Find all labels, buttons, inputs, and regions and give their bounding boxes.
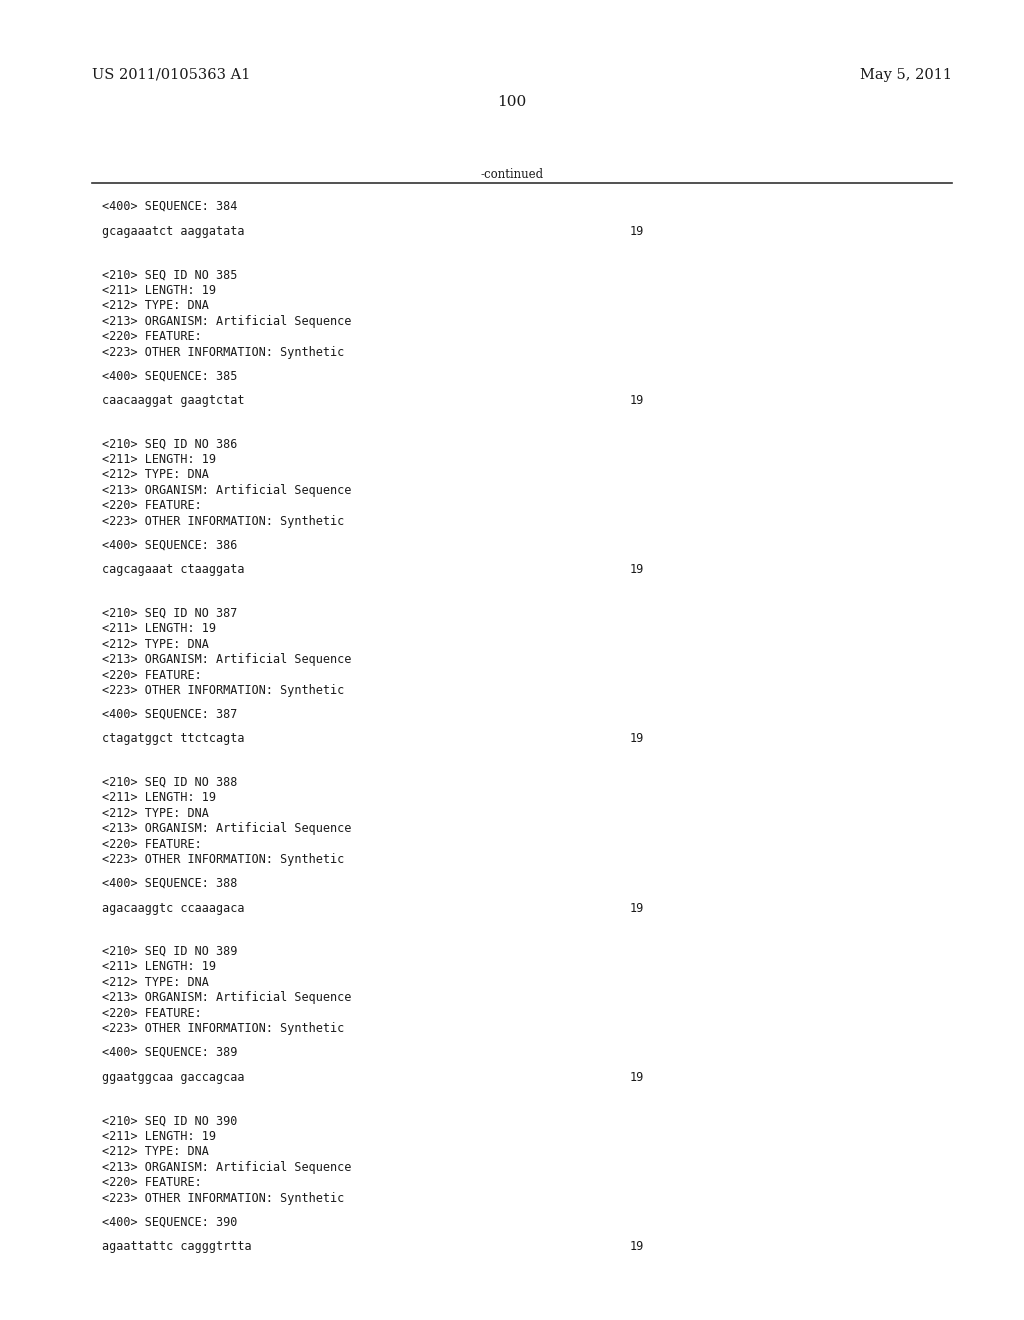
Text: -continued: -continued: [480, 168, 544, 181]
Text: agaattattc cagggtrtta: agaattattc cagggtrtta: [102, 1239, 252, 1253]
Text: <211> LENGTH: 19: <211> LENGTH: 19: [102, 1130, 216, 1143]
Text: <210> SEQ ID NO 389: <210> SEQ ID NO 389: [102, 945, 238, 958]
Text: caacaaggat gaagtctat: caacaaggat gaagtctat: [102, 393, 245, 407]
Text: May 5, 2011: May 5, 2011: [860, 69, 952, 82]
Text: <400> SEQUENCE: 388: <400> SEQUENCE: 388: [102, 876, 238, 890]
Text: <400> SEQUENCE: 387: <400> SEQUENCE: 387: [102, 708, 238, 721]
Text: <212> TYPE: DNA: <212> TYPE: DNA: [102, 1146, 209, 1158]
Text: <220> FEATURE:: <220> FEATURE:: [102, 330, 202, 343]
Text: <213> ORGANISM: Artificial Sequence: <213> ORGANISM: Artificial Sequence: [102, 991, 352, 1005]
Text: <223> OTHER INFORMATION: Synthetic: <223> OTHER INFORMATION: Synthetic: [102, 346, 345, 359]
Text: <212> TYPE: DNA: <212> TYPE: DNA: [102, 975, 209, 989]
Text: <211> LENGTH: 19: <211> LENGTH: 19: [102, 284, 216, 297]
Text: <210> SEQ ID NO 387: <210> SEQ ID NO 387: [102, 607, 238, 619]
Text: 19: 19: [630, 393, 644, 407]
Text: <400> SEQUENCE: 385: <400> SEQUENCE: 385: [102, 370, 238, 383]
Text: <223> OTHER INFORMATION: Synthetic: <223> OTHER INFORMATION: Synthetic: [102, 1023, 345, 1035]
Text: 19: 19: [630, 564, 644, 577]
Text: <210> SEQ ID NO 390: <210> SEQ ID NO 390: [102, 1114, 238, 1127]
Text: <223> OTHER INFORMATION: Synthetic: <223> OTHER INFORMATION: Synthetic: [102, 515, 345, 528]
Text: <210> SEQ ID NO 386: <210> SEQ ID NO 386: [102, 437, 238, 450]
Text: 19: 19: [630, 1239, 644, 1253]
Text: <212> TYPE: DNA: <212> TYPE: DNA: [102, 638, 209, 651]
Text: cagcagaaat ctaaggata: cagcagaaat ctaaggata: [102, 564, 245, 577]
Text: <212> TYPE: DNA: <212> TYPE: DNA: [102, 300, 209, 313]
Text: ggaatggcaa gaccagcaa: ggaatggcaa gaccagcaa: [102, 1071, 245, 1084]
Text: 19: 19: [630, 224, 644, 238]
Text: <211> LENGTH: 19: <211> LENGTH: 19: [102, 961, 216, 973]
Text: <223> OTHER INFORMATION: Synthetic: <223> OTHER INFORMATION: Synthetic: [102, 1192, 345, 1205]
Text: 19: 19: [630, 902, 644, 915]
Text: 19: 19: [630, 733, 644, 746]
Text: <210> SEQ ID NO 385: <210> SEQ ID NO 385: [102, 268, 238, 281]
Text: <220> FEATURE:: <220> FEATURE:: [102, 499, 202, 512]
Text: <211> LENGTH: 19: <211> LENGTH: 19: [102, 453, 216, 466]
Text: <220> FEATURE:: <220> FEATURE:: [102, 1176, 202, 1189]
Text: agacaaggtc ccaaagaca: agacaaggtc ccaaagaca: [102, 902, 245, 915]
Text: <213> ORGANISM: Artificial Sequence: <213> ORGANISM: Artificial Sequence: [102, 653, 352, 667]
Text: <213> ORGANISM: Artificial Sequence: <213> ORGANISM: Artificial Sequence: [102, 314, 352, 327]
Text: <211> LENGTH: 19: <211> LENGTH: 19: [102, 622, 216, 635]
Text: gcagaaatct aaggatata: gcagaaatct aaggatata: [102, 224, 245, 238]
Text: <220> FEATURE:: <220> FEATURE:: [102, 669, 202, 681]
Text: ctagatggct ttctcagta: ctagatggct ttctcagta: [102, 733, 245, 746]
Text: <223> OTHER INFORMATION: Synthetic: <223> OTHER INFORMATION: Synthetic: [102, 684, 345, 697]
Text: <220> FEATURE:: <220> FEATURE:: [102, 1007, 202, 1020]
Text: 19: 19: [630, 1071, 644, 1084]
Text: 100: 100: [498, 95, 526, 110]
Text: <212> TYPE: DNA: <212> TYPE: DNA: [102, 807, 209, 820]
Text: <213> ORGANISM: Artificial Sequence: <213> ORGANISM: Artificial Sequence: [102, 822, 352, 836]
Text: <213> ORGANISM: Artificial Sequence: <213> ORGANISM: Artificial Sequence: [102, 484, 352, 496]
Text: <213> ORGANISM: Artificial Sequence: <213> ORGANISM: Artificial Sequence: [102, 1160, 352, 1173]
Text: US 2011/0105363 A1: US 2011/0105363 A1: [92, 69, 251, 82]
Text: <210> SEQ ID NO 388: <210> SEQ ID NO 388: [102, 776, 238, 789]
Text: <220> FEATURE:: <220> FEATURE:: [102, 838, 202, 851]
Text: <211> LENGTH: 19: <211> LENGTH: 19: [102, 791, 216, 804]
Text: <400> SEQUENCE: 389: <400> SEQUENCE: 389: [102, 1045, 238, 1059]
Text: <223> OTHER INFORMATION: Synthetic: <223> OTHER INFORMATION: Synthetic: [102, 853, 345, 866]
Text: <400> SEQUENCE: 390: <400> SEQUENCE: 390: [102, 1216, 238, 1228]
Text: <400> SEQUENCE: 386: <400> SEQUENCE: 386: [102, 539, 238, 552]
Text: <400> SEQUENCE: 384: <400> SEQUENCE: 384: [102, 201, 238, 213]
Text: <212> TYPE: DNA: <212> TYPE: DNA: [102, 469, 209, 482]
